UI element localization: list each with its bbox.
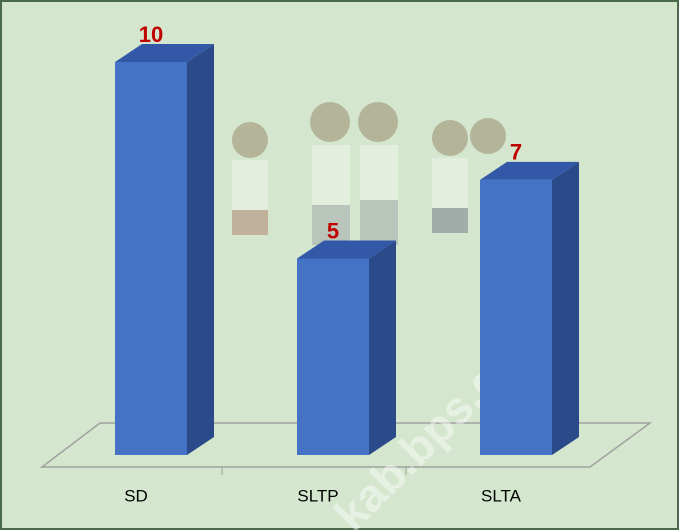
- x-tick-label: SLTP: [297, 486, 338, 505]
- bar-side: [552, 162, 579, 455]
- bar-side: [187, 44, 214, 455]
- bar: [297, 259, 369, 456]
- x-tick-label: SLTA: [481, 486, 522, 505]
- x-tick-label: SD: [124, 486, 148, 505]
- value-label: 7: [510, 140, 522, 165]
- bar-side: [369, 241, 396, 456]
- bar: [480, 180, 552, 455]
- chart: kab.bps.go.id10SD5SLTP7SLTA: [0, 0, 679, 530]
- value-label: 10: [139, 22, 163, 47]
- bar: [115, 62, 187, 455]
- value-label: 5: [327, 218, 339, 243]
